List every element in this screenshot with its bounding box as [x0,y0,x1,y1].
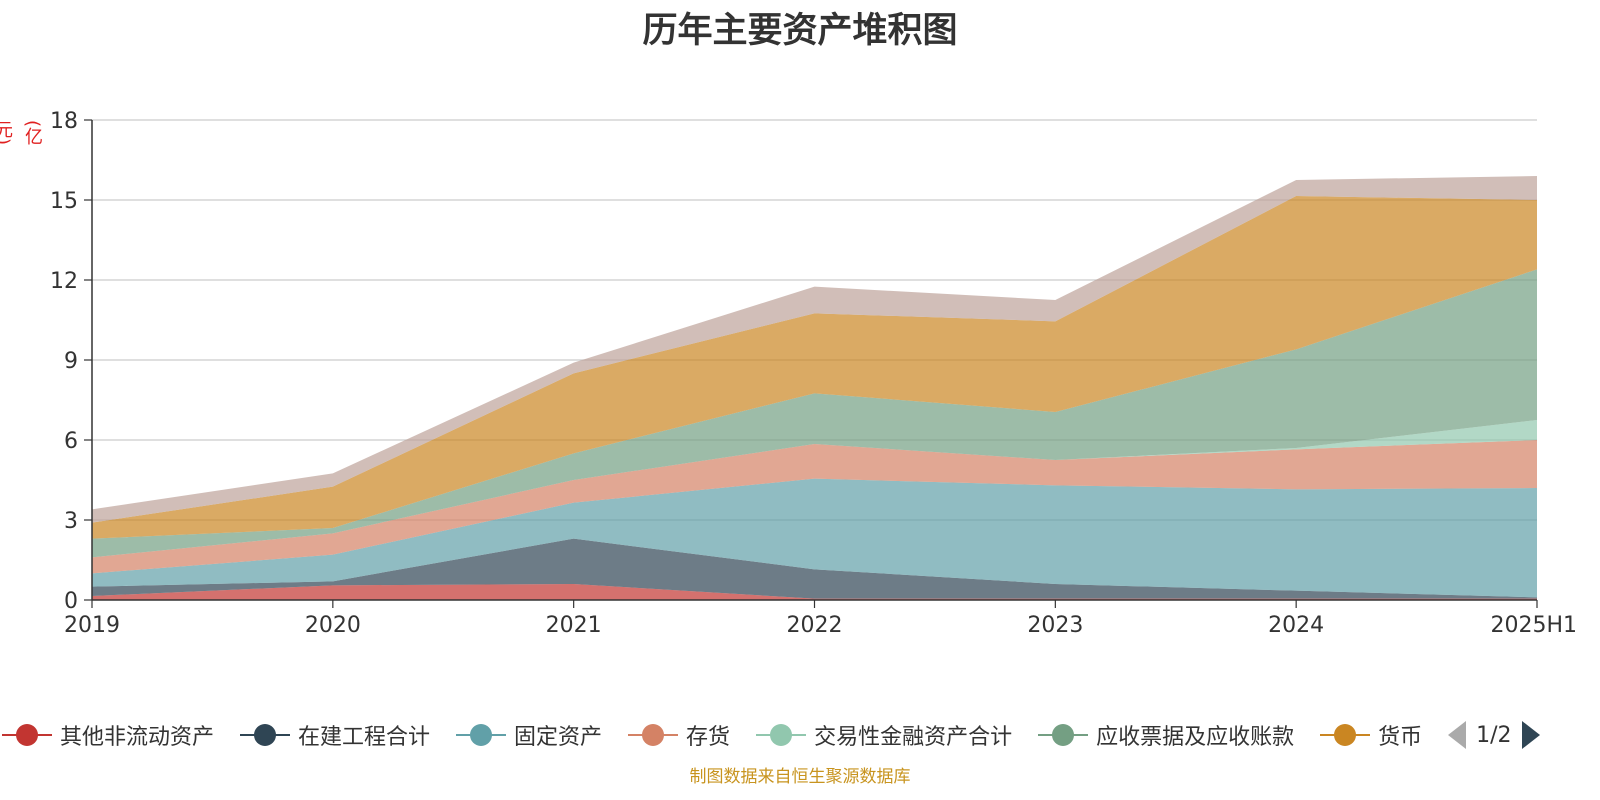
area-series-layer [92,176,1537,600]
legend-marker-icon [240,722,291,748]
legend-next-page-icon[interactable] [1521,721,1540,749]
area-series [92,269,1537,558]
legend-item[interactable]: 固定资产 [456,719,602,751]
legend-pager: 1/2 [1448,721,1540,749]
y-tick-label: 0 [64,589,78,614]
area-series [92,478,1537,598]
y-tick-label: 15 [50,189,78,214]
data-source-footer: 制图数据来自恒生聚源数据库 [689,767,911,787]
x-tick-label: 2023 [1027,613,1083,638]
legend-label: 固定资产 [514,725,603,750]
legend-marker-icon [456,722,507,748]
legend: 其他非流动资产 在建工程合计 固定资产 存货 交易性金融资产合计 应收票据及应收账款 货币 1… [0,715,1600,755]
area-series [92,440,1537,574]
x-tick-label: 2021 [546,613,602,638]
chart-title: 历年主要资产堆积图 [642,11,958,51]
legend-label: 交易性金融资产合计 [814,725,1013,750]
legend-marker-icon [628,722,679,748]
x-tick-label: 2024 [1268,613,1324,638]
axes: 0 3 6 9 12 15 18 2019 2020 2021 2022 2023 2024 2025H1 [50,109,1577,638]
legend-marker-icon [2,722,52,748]
y-tick-label: 9 [64,349,78,374]
legend-page-indicator: 1/2 [1476,722,1512,748]
legend-item[interactable]: 交易性金融资产合计 [756,719,1012,751]
y-tick-label: 3 [64,509,78,534]
legend-marker-icon [756,722,807,748]
y-tick-label: 18 [50,109,78,134]
y-axis-unit: (亿元) [0,120,43,146]
legend-label: 其他非流动资产 [60,725,215,750]
legend-label: 存货 [686,725,731,750]
legend-item[interactable]: 存货 [628,719,730,751]
area-series [92,584,1537,600]
legend-label: 应收票据及应收账款 [1096,725,1295,750]
legend-marker-icon [1038,722,1089,748]
area-series [92,420,1537,558]
legend-label: 货币 [1378,725,1423,750]
area-series [92,176,1537,523]
x-tick-label: 2022 [787,613,843,638]
area-series [92,538,1537,599]
x-tick-label: 2020 [305,613,361,638]
stacked-area-chart: 0 3 6 9 12 15 18 2019 2020 2021 2022 2023 2024 2025H1 [50,109,1577,638]
legend-item[interactable]: 应收票据及应收账款 [1038,719,1294,751]
legend-label: 在建工程合计 [298,725,431,750]
legend-item[interactable]: 其他非流动资产 [2,719,214,751]
y-tick-label: 6 [64,429,78,454]
legend-item[interactable]: 在建工程合计 [240,719,430,751]
legend-item[interactable]: 货币 [1320,719,1422,751]
area-series [92,196,1537,539]
legend-marker-icon [1320,722,1371,748]
x-tick-label: 2019 [64,613,120,638]
y-tick-label: 12 [50,269,78,294]
x-tick-label: 2025H1 [1490,613,1577,638]
legend-prev-page-icon[interactable] [1448,721,1467,749]
